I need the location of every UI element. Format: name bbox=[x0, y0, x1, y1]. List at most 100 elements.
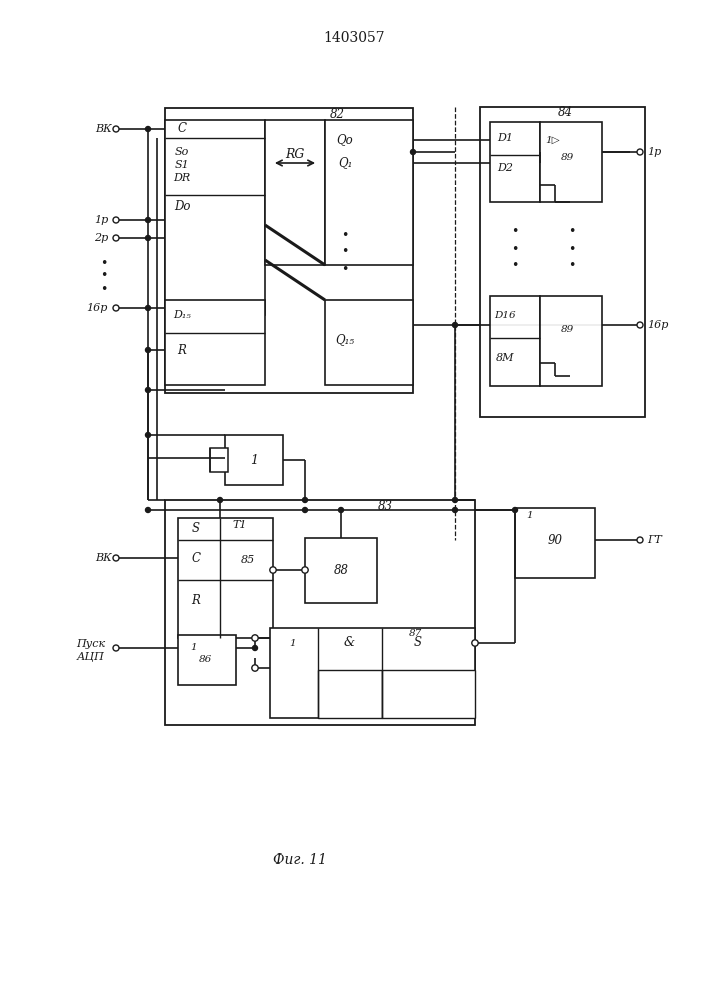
Circle shape bbox=[472, 640, 478, 646]
Bar bbox=[318, 670, 382, 718]
Bar bbox=[165, 500, 475, 725]
Text: 1р: 1р bbox=[94, 215, 108, 225]
Text: &: & bbox=[344, 637, 355, 650]
Text: •: • bbox=[568, 226, 575, 238]
Text: 83: 83 bbox=[378, 499, 392, 512]
Circle shape bbox=[252, 635, 258, 641]
Bar bbox=[325, 300, 413, 385]
Text: 89: 89 bbox=[561, 152, 573, 161]
Text: 1: 1 bbox=[191, 644, 197, 652]
Text: Пуск: Пуск bbox=[76, 639, 105, 649]
Text: •: • bbox=[100, 256, 108, 269]
Bar bbox=[325, 120, 413, 265]
Bar bbox=[490, 122, 540, 202]
Bar bbox=[305, 538, 377, 603]
Circle shape bbox=[113, 555, 119, 561]
Text: 89: 89 bbox=[561, 326, 573, 334]
Circle shape bbox=[302, 567, 308, 573]
Text: 87: 87 bbox=[409, 629, 421, 638]
Text: So: So bbox=[175, 147, 189, 157]
Text: •: • bbox=[341, 262, 349, 275]
Bar bbox=[178, 635, 236, 685]
Bar bbox=[165, 300, 265, 385]
Text: ВК: ВК bbox=[95, 553, 112, 563]
Circle shape bbox=[452, 497, 457, 502]
Circle shape bbox=[113, 305, 119, 311]
Text: •: • bbox=[100, 282, 108, 296]
Text: D2: D2 bbox=[497, 163, 513, 173]
Circle shape bbox=[113, 645, 119, 651]
Text: RG: RG bbox=[286, 148, 305, 161]
Text: 1: 1 bbox=[527, 512, 533, 520]
Text: 82: 82 bbox=[329, 107, 344, 120]
Text: АЦП: АЦП bbox=[77, 652, 105, 662]
Bar bbox=[165, 108, 413, 393]
Text: 16р: 16р bbox=[647, 320, 668, 330]
Text: •: • bbox=[511, 226, 519, 238]
Text: ВК: ВК bbox=[95, 124, 112, 134]
Text: R: R bbox=[192, 593, 201, 606]
Bar bbox=[382, 670, 475, 718]
Bar bbox=[225, 435, 283, 485]
Bar bbox=[490, 296, 540, 386]
Text: 1р: 1р bbox=[647, 147, 661, 157]
Circle shape bbox=[252, 646, 257, 650]
Text: D1: D1 bbox=[497, 133, 513, 143]
Bar bbox=[540, 296, 602, 386]
Circle shape bbox=[146, 432, 151, 438]
Bar bbox=[540, 122, 602, 202]
Circle shape bbox=[146, 235, 151, 240]
Text: •: • bbox=[568, 259, 575, 272]
Text: 86: 86 bbox=[199, 656, 211, 664]
Bar bbox=[165, 120, 265, 315]
Text: S1: S1 bbox=[175, 160, 189, 170]
Text: 2р: 2р bbox=[94, 233, 108, 243]
Circle shape bbox=[146, 508, 151, 512]
Circle shape bbox=[637, 537, 643, 543]
Text: 1▷: 1▷ bbox=[546, 135, 561, 144]
Circle shape bbox=[113, 217, 119, 223]
Text: C: C bbox=[177, 122, 187, 135]
Text: Qo: Qo bbox=[337, 133, 354, 146]
Text: 84: 84 bbox=[558, 106, 573, 119]
Text: S: S bbox=[192, 522, 200, 534]
Text: •: • bbox=[100, 269, 108, 282]
Text: T1: T1 bbox=[233, 520, 247, 530]
Circle shape bbox=[452, 322, 457, 328]
Circle shape bbox=[637, 149, 643, 155]
Circle shape bbox=[218, 497, 223, 502]
Bar bbox=[178, 518, 273, 638]
Circle shape bbox=[113, 126, 119, 132]
Circle shape bbox=[637, 322, 643, 328]
Circle shape bbox=[270, 567, 276, 573]
Text: 1403057: 1403057 bbox=[323, 31, 385, 45]
Text: Do: Do bbox=[174, 200, 190, 214]
Text: •: • bbox=[511, 259, 519, 272]
Text: 85: 85 bbox=[241, 555, 255, 565]
Text: Q₁: Q₁ bbox=[338, 156, 352, 169]
Circle shape bbox=[303, 497, 308, 502]
Text: 1: 1 bbox=[250, 454, 258, 466]
Bar bbox=[265, 120, 325, 265]
Bar bbox=[270, 628, 475, 718]
Text: 1: 1 bbox=[290, 639, 296, 648]
Text: 90: 90 bbox=[547, 534, 563, 546]
Circle shape bbox=[339, 508, 344, 512]
Text: •: • bbox=[568, 242, 575, 255]
Circle shape bbox=[146, 218, 151, 223]
Text: S: S bbox=[414, 637, 422, 650]
Text: D₁₅: D₁₅ bbox=[173, 310, 191, 320]
Text: 88: 88 bbox=[334, 564, 349, 576]
Text: Фиг. 11: Фиг. 11 bbox=[273, 853, 327, 867]
Circle shape bbox=[146, 306, 151, 310]
Text: R: R bbox=[177, 344, 187, 357]
Text: •: • bbox=[341, 229, 349, 241]
Bar bbox=[515, 508, 595, 578]
Text: D16: D16 bbox=[494, 312, 516, 320]
Text: 8M: 8M bbox=[496, 353, 514, 363]
Circle shape bbox=[252, 665, 258, 671]
Circle shape bbox=[146, 348, 151, 353]
Text: ГТ: ГТ bbox=[647, 535, 662, 545]
Text: Q₁₅: Q₁₅ bbox=[335, 334, 355, 347]
Circle shape bbox=[513, 508, 518, 512]
